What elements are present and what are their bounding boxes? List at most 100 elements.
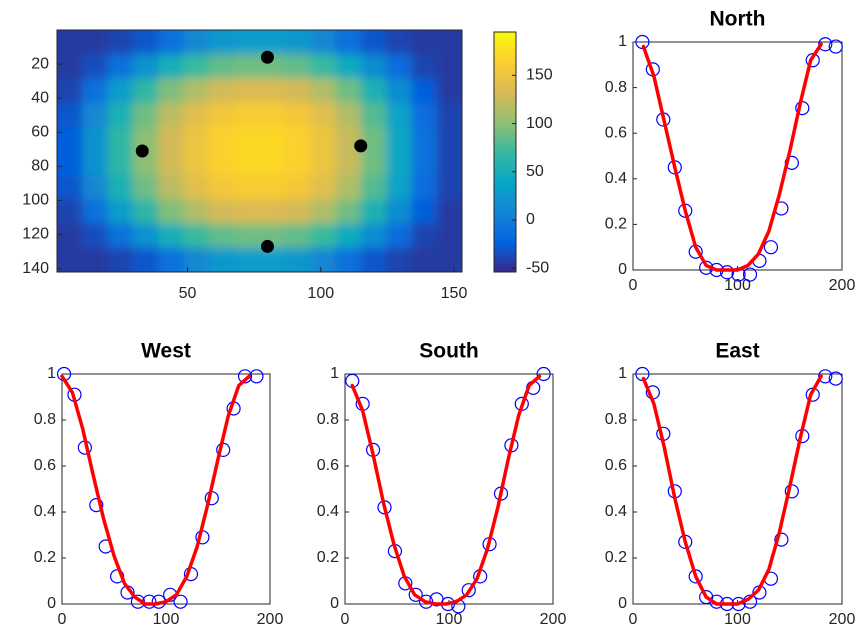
heatmap-cell (82, 126, 109, 152)
marker (260, 239, 274, 253)
heatmap-cell (107, 126, 134, 152)
heatmap-cell (360, 199, 388, 225)
heatmap-cell (411, 223, 438, 249)
heatmap-cell (310, 223, 337, 249)
heatmap-cell (57, 54, 84, 80)
heatmap-cell (183, 78, 210, 104)
x-tick-label: 100 (153, 611, 180, 628)
y-tick-label: 1 (330, 365, 339, 382)
x-tick-label: 200 (257, 611, 284, 628)
heatmap-cell (386, 223, 413, 249)
heatmap-cell (57, 151, 84, 177)
colorbar-tick-label: 50 (526, 163, 544, 180)
data-point (408, 587, 423, 602)
heatmap-cell (132, 102, 160, 128)
heatmap-cell (57, 247, 84, 272)
data-point (828, 371, 843, 386)
heatmap-cell (360, 54, 388, 80)
marker (354, 139, 368, 153)
heatmap-cell (57, 223, 84, 249)
x-tick-label: 200 (829, 277, 856, 294)
heatmap-cell (208, 175, 236, 201)
heatmap-cell (183, 54, 210, 80)
heatmap-cell (436, 30, 462, 56)
heatmap-cell (436, 247, 462, 272)
heatmap-cell (411, 78, 438, 104)
heatmap-cell (234, 175, 261, 201)
heatmap-cell (158, 175, 185, 201)
heatmap-cell (335, 247, 362, 272)
heatmap-cell (158, 199, 185, 225)
heatmap-cell (208, 54, 236, 80)
heatmap-cell (310, 30, 337, 56)
heatmap-cell (132, 247, 160, 272)
heatmap-cell (436, 151, 462, 177)
x-tick-label: 150 (441, 285, 468, 302)
heatmap-cell (259, 126, 286, 152)
y-tick-label: 0.8 (605, 79, 627, 96)
chart-title: East (715, 340, 759, 363)
heatmap-cell (284, 102, 312, 128)
heatmap-cell (57, 126, 84, 152)
y-tick-label: 0.2 (605, 549, 627, 566)
heatmap-cell (259, 151, 286, 177)
heatmap-cell (335, 54, 362, 80)
data-point (173, 594, 188, 609)
heatmap-cell (411, 175, 438, 201)
heatmap-cell (107, 175, 134, 201)
x-tick-label: 100 (724, 277, 751, 294)
y-tick-label: 80 (31, 158, 49, 175)
heatmap-cell (386, 126, 413, 152)
heatmap-cell (82, 175, 109, 201)
fit-line (641, 42, 823, 272)
heatmap-cell (82, 54, 109, 80)
heatmap-cell (284, 247, 312, 272)
heatmap-cell (57, 30, 84, 56)
heatmap-cell (57, 102, 84, 128)
heatmap-cell (436, 78, 462, 104)
heatmap-cell (183, 126, 210, 152)
heatmap-cell (107, 247, 134, 272)
heatmap-cell (284, 30, 312, 56)
colorbar-tick-label: 150 (526, 67, 553, 84)
heatmap-cell (158, 102, 185, 128)
heatmap-cell (132, 223, 160, 249)
heatmap-cell (107, 223, 134, 249)
heatmap-cell (386, 199, 413, 225)
heatmap-cell (335, 175, 362, 201)
heatmap-cell (411, 247, 438, 272)
heatmap-cell (234, 30, 261, 56)
heatmap-cell (259, 78, 286, 104)
heatmap-cell (310, 126, 337, 152)
heatmap-cell (158, 247, 185, 272)
y-tick-label: 0 (618, 595, 627, 612)
marker (260, 50, 274, 64)
heatmap-cell (158, 223, 185, 249)
heatmap-cell (208, 102, 236, 128)
heatmap-cell (234, 199, 261, 225)
heatmap-cell (132, 78, 160, 104)
y-tick-label: 40 (31, 89, 49, 106)
heatmap-cell (82, 30, 109, 56)
heatmap-cell (386, 151, 413, 177)
heatmap-cell (82, 247, 109, 272)
heatmap-cell (82, 223, 109, 249)
heatmap-cell (310, 199, 337, 225)
heatmap-cells (57, 30, 462, 272)
data-point (763, 240, 779, 255)
axes-box (56, 29, 463, 273)
y-tick-label: 100 (22, 192, 49, 209)
y-tick-label: 140 (22, 260, 49, 277)
heatmap-cell (411, 199, 438, 225)
heatmap-cell (310, 175, 337, 201)
heatmap-cell (411, 126, 438, 152)
heatmap-cell (335, 78, 362, 104)
x-tick-label: 100 (307, 285, 334, 302)
heatmap-cell (234, 102, 261, 128)
heatmap-cell (284, 78, 312, 104)
y-tick-label: 120 (22, 226, 49, 243)
heatmap-cell (436, 102, 462, 128)
chart-title: South (419, 340, 478, 363)
data-point (237, 369, 253, 384)
